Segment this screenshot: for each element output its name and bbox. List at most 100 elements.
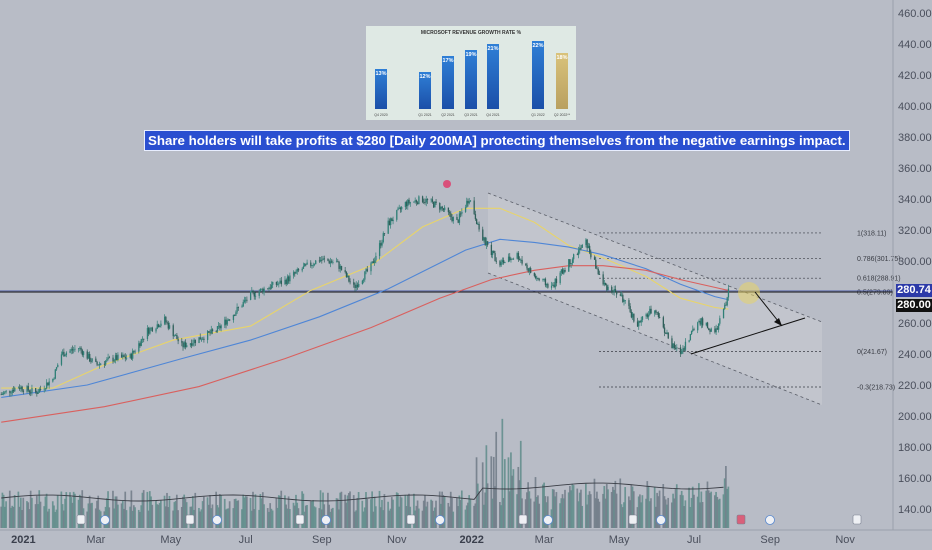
candle-body <box>645 314 647 317</box>
candle-body <box>433 201 435 208</box>
candle-body <box>339 266 341 269</box>
inset-bar-label: 22% <box>532 42 544 49</box>
volume-bar <box>442 494 445 528</box>
dividend-marker-icon[interactable] <box>765 515 775 525</box>
earnings-marker-icon[interactable] <box>518 514 528 525</box>
dividend-marker-icon[interactable] <box>212 515 222 525</box>
volume-bar <box>492 456 495 528</box>
candle-body <box>263 288 265 293</box>
candle-body <box>693 329 695 331</box>
candle-body <box>563 270 565 274</box>
time-tick-label: Sep <box>760 534 780 546</box>
volume-bar <box>545 502 548 528</box>
candle-body <box>655 310 657 313</box>
volume-bar <box>142 490 145 528</box>
dividend-marker-icon[interactable] <box>435 515 445 525</box>
price-axis: 460.00 440.00 420.00 400.00 380.00 360.00 340.… <box>892 0 932 530</box>
candle-body <box>89 353 91 362</box>
candle-body <box>543 278 545 280</box>
earnings-marker-icon[interactable] <box>736 514 746 525</box>
earnings-marker-icon[interactable] <box>628 514 638 525</box>
candle-body <box>430 199 432 201</box>
inset-bar <box>465 50 477 109</box>
candle-body <box>552 284 554 286</box>
volume-bar <box>465 505 468 528</box>
dividend-marker-icon[interactable] <box>100 515 110 525</box>
volume-bar <box>130 490 133 528</box>
earnings-marker-icon[interactable] <box>852 514 862 525</box>
earnings-marker-icon[interactable] <box>406 514 416 525</box>
volume-bar <box>580 489 582 528</box>
candle-body <box>206 331 209 340</box>
candle-body <box>305 263 307 265</box>
candle-body <box>478 223 480 230</box>
candle-body <box>590 252 592 258</box>
volume-bar <box>468 495 471 528</box>
candle-body <box>507 256 510 262</box>
candle-body <box>12 389 15 392</box>
volume-bar <box>259 494 262 528</box>
candle-body <box>225 319 227 325</box>
candle-body <box>292 272 295 276</box>
volume-bar <box>120 503 123 528</box>
candle-body <box>607 286 609 291</box>
volume-bar <box>209 495 211 528</box>
volume-bar <box>288 509 291 528</box>
candle-body <box>304 263 306 267</box>
candle-body <box>380 243 382 246</box>
candle-body <box>414 200 416 202</box>
dividend-marker-icon[interactable] <box>321 515 331 525</box>
volume-bar <box>287 496 290 528</box>
volume-bar <box>184 499 187 528</box>
volume-bar <box>581 505 584 528</box>
volume-bar <box>37 504 39 528</box>
volume-bar <box>542 484 544 528</box>
candle-body <box>35 388 37 393</box>
candle-body <box>580 247 582 249</box>
volume-bar <box>203 496 205 528</box>
volume-bar <box>460 490 463 528</box>
candle-body <box>327 258 329 261</box>
volume-bar <box>35 495 38 528</box>
candle-body <box>295 271 297 274</box>
support-trendline <box>690 317 806 355</box>
volume-bar <box>349 491 351 528</box>
volume-bar <box>499 502 501 528</box>
volume-bar <box>571 483 574 528</box>
price-tick-label: 440.00 <box>898 39 932 51</box>
inset-bar-label: 13% <box>375 70 387 77</box>
candle-body <box>125 357 128 359</box>
price-tick-label: 400.00 <box>898 101 932 113</box>
candle-body <box>421 196 424 202</box>
volume-bar <box>449 491 452 528</box>
volume-bar <box>121 500 124 528</box>
dividend-marker-icon[interactable] <box>543 515 553 525</box>
volume-bar <box>700 491 703 528</box>
volume-bar <box>87 503 90 528</box>
earnings-marker-icon[interactable] <box>295 514 305 525</box>
volume-bar <box>227 508 230 528</box>
candle-body <box>245 299 247 301</box>
candle-body <box>175 335 177 336</box>
volume-bar <box>715 491 717 528</box>
volume-bar <box>357 492 360 528</box>
earnings-marker-icon[interactable] <box>185 514 195 525</box>
volume-bar <box>631 486 634 528</box>
inset-bar <box>442 56 454 109</box>
volume-bar <box>53 505 55 528</box>
volume-bar <box>636 507 639 528</box>
candle-body <box>577 250 580 255</box>
candle-body <box>141 338 144 340</box>
volume-bar <box>674 488 677 528</box>
candle-body <box>4 391 6 393</box>
volume-bar <box>516 494 518 528</box>
candle-body <box>31 388 33 393</box>
dividend-marker-icon[interactable] <box>656 515 666 525</box>
candle-body <box>227 319 230 321</box>
earnings-marker-icon[interactable] <box>76 514 86 525</box>
candle-body <box>216 326 219 332</box>
candle-body <box>725 304 727 306</box>
volume-bar <box>699 502 701 528</box>
candle-body <box>329 261 332 264</box>
